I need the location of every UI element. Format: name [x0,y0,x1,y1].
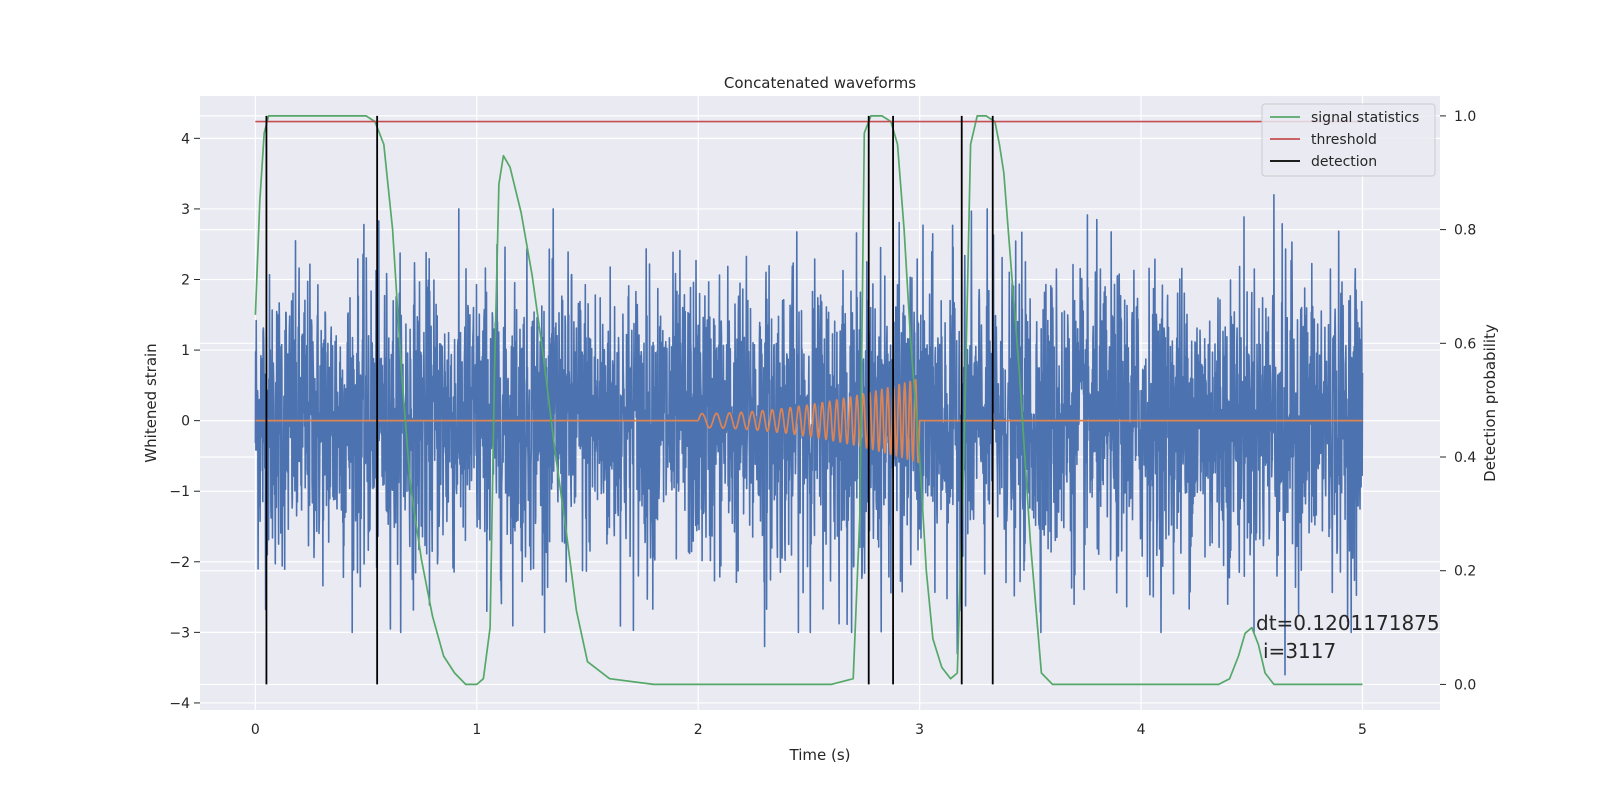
template-series-line [255,378,1363,464]
legend-label-detection: detection [1311,154,1377,170]
y2-axis-label: Detection probability [1481,324,1499,482]
detection-lines [265,115,994,685]
chart-title: Concatenated waveforms [724,74,916,92]
x-tick-label: 2 [694,722,703,738]
x-tick-label: 5 [1358,722,1367,738]
y-tick-label: 2 [181,272,190,288]
y-tick-label: 3 [181,202,190,218]
y-axis-label: Whitened strain [142,343,160,462]
legend-label-threshold: threshold [1311,132,1377,148]
y-tick-label: 4 [181,131,190,147]
axis-ticks: 0 1 2 3 4 5 −4 −3 −2 −1 0 1 2 3 4 0.0 0.2 0.4 0.6 0.8 1.0 [169,109,1476,738]
y2-tick-label: 0.2 [1454,564,1476,580]
y-tick-label: −4 [169,696,190,712]
x-tick-label: 0 [251,722,260,738]
y2-tick-label: 1.0 [1454,109,1476,125]
x-tick-label: 1 [472,722,481,738]
legend-box [1261,103,1436,177]
y2-tick-label: 0.8 [1454,223,1476,239]
y-tick-label: −1 [169,484,190,500]
y2-tick-label: 0.4 [1454,450,1476,466]
x-tick-label: 4 [1137,722,1146,738]
x-tick-label: 3 [915,722,924,738]
y-tick-label: 1 [181,343,190,359]
y-tick-label: −3 [169,625,190,641]
signal-statistics-line [254,115,1363,686]
y2-tick-label: 0.0 [1454,677,1476,693]
annotation-dt: dt=0.1201171875 [1256,611,1440,635]
legend-label-signal: signal statistics [1311,110,1419,126]
x-axis-label: Time (s) [789,746,851,764]
plot-series [254,115,1364,686]
legend: signal statistics threshold detection [1261,103,1436,177]
y-tick-label: −2 [169,555,190,571]
y-tick-label: 0 [181,414,190,430]
y2-tick-label: 0.6 [1454,336,1476,352]
strain-series-line [254,194,1364,676]
annotation-index: i=3117 [1263,639,1336,663]
